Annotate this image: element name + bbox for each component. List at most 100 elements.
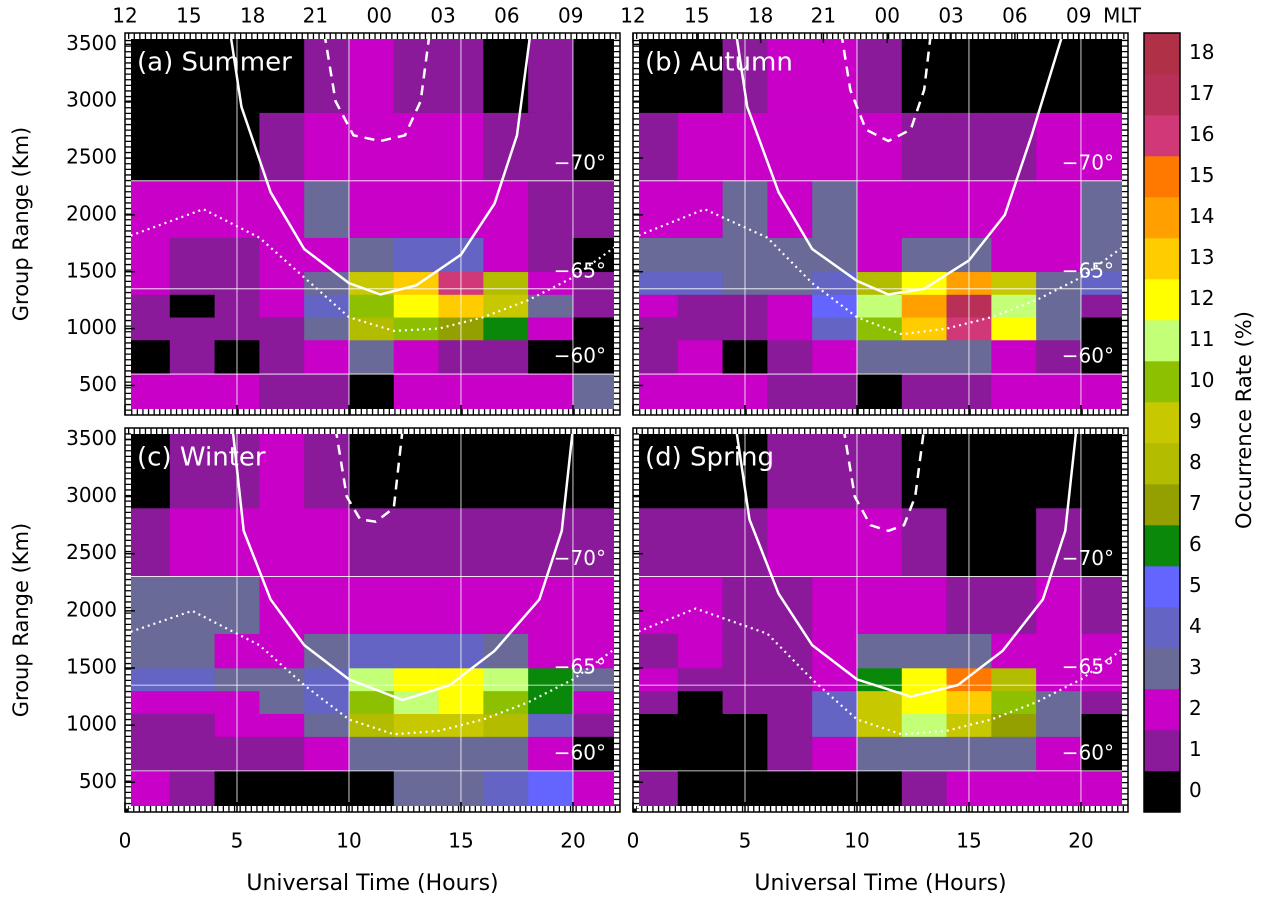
- heat-cell: [259, 770, 305, 812]
- heat-cell: [483, 271, 529, 295]
- colorbar-frame: [1143, 32, 1181, 813]
- heat-cell: [393, 112, 439, 182]
- heat-cell: [259, 713, 305, 737]
- colorbar-cell: [1144, 689, 1180, 731]
- heat-cell: [259, 317, 305, 341]
- heat-cell: [169, 668, 215, 692]
- colorbar-cell: [1144, 115, 1180, 157]
- heat-cell: [572, 770, 620, 812]
- heat-cell: [528, 33, 574, 113]
- x-tick-label: 5: [231, 829, 244, 853]
- x-tick-label: 20: [1068, 829, 1093, 853]
- heat-cell: [393, 668, 439, 692]
- x2-tick-label: 15: [176, 4, 201, 28]
- heat-cell: [348, 339, 395, 375]
- colorbar-cell: [1144, 197, 1180, 239]
- heat-cell: [633, 736, 679, 772]
- frame: [124, 32, 621, 416]
- heat-cell: [856, 428, 903, 509]
- heat-cell: [125, 112, 171, 182]
- y-tick-label: 3500: [66, 426, 117, 450]
- heat-cell: [677, 180, 723, 238]
- heat-cell: [169, 633, 215, 669]
- heat-cell: [633, 428, 679, 509]
- colorbar-label: 2: [1189, 696, 1202, 720]
- heat-cell: [304, 374, 350, 415]
- heat-cell: [483, 690, 529, 715]
- heat-cell: [125, 271, 171, 295]
- heat-cell: [572, 317, 620, 341]
- heat-cell: [259, 339, 305, 375]
- heat-cell: [125, 713, 171, 737]
- heat-cell: [125, 237, 171, 273]
- heat-cell: [1080, 576, 1128, 635]
- heat-cell: [633, 668, 679, 692]
- heat-cell: [393, 428, 439, 509]
- panel-title: (a) Summer: [137, 48, 292, 78]
- heat-cell: [901, 428, 947, 509]
- heat-cell: [348, 294, 395, 318]
- heat-cell: [991, 770, 1037, 812]
- heat-cell: [856, 736, 903, 772]
- heat-cell: [812, 508, 858, 577]
- heat-cell: [259, 690, 305, 715]
- colorbar-cell: [1144, 525, 1180, 567]
- y-axis-label: Group Range (Km): [9, 127, 33, 321]
- y-tick-label: 1000: [66, 712, 117, 736]
- heat-cell: [528, 294, 574, 318]
- heat-cell: [528, 374, 574, 415]
- heat-cell: [991, 508, 1037, 577]
- heat-cell: [991, 33, 1037, 113]
- heat-cell: [483, 294, 529, 318]
- heat-cell: [991, 668, 1037, 692]
- heat-cell: [259, 33, 305, 113]
- heat-cell: [304, 294, 350, 318]
- heat-cell: [1036, 374, 1082, 415]
- frame-minor: [125, 33, 620, 415]
- colorbar-label: 5: [1189, 573, 1202, 597]
- heat-cell: [991, 339, 1037, 375]
- heat-cell: [483, 317, 529, 341]
- heat-cell: [812, 576, 858, 635]
- heat-cell: [259, 508, 305, 577]
- heat-cell: [528, 633, 574, 669]
- colorbar-cell: [1144, 279, 1180, 321]
- latitude-label: −60°: [1062, 344, 1114, 368]
- contour-line: [125, 208, 620, 332]
- heat-cell: [169, 317, 215, 341]
- heat-cell: [856, 317, 903, 341]
- heat-cell: [856, 633, 903, 669]
- heat-cell: [767, 339, 813, 375]
- heat-cell: [677, 633, 723, 669]
- heat-cell: [259, 668, 305, 692]
- heat-cell: [677, 736, 723, 772]
- colorbar-label: 11: [1189, 327, 1214, 351]
- heat-cell: [393, 770, 439, 812]
- heat-cell: [393, 180, 439, 238]
- colorbar-cell: [1144, 771, 1180, 813]
- heat-cell: [483, 713, 529, 737]
- panel: −70° −65° −60° (a) Summer: [125, 33, 620, 415]
- x-tick-label: 10: [336, 829, 361, 853]
- panel: −70° −65° −60° (c) Winter: [125, 428, 620, 812]
- heat-cell: [1080, 33, 1128, 113]
- heat-cell: [304, 576, 350, 635]
- heat-cell: [1036, 112, 1082, 182]
- heat-cell: [677, 112, 723, 182]
- colorbar-cell: [1144, 74, 1180, 116]
- heat-cell: [767, 633, 813, 669]
- latitude-label: −60°: [1062, 740, 1114, 764]
- heat-cell: [856, 576, 903, 635]
- heat-cell: [125, 668, 171, 692]
- heat-cell: [169, 112, 215, 182]
- contour-line: [734, 33, 1065, 296]
- heat-cell: [572, 237, 620, 273]
- panel-title: (d) Spring: [645, 443, 774, 473]
- heat-cell: [812, 317, 858, 341]
- heat-cell: [1080, 770, 1128, 812]
- frame-minor: [633, 428, 1128, 812]
- colorbar-label: 10: [1189, 368, 1214, 392]
- x2-tick-label: 03: [430, 4, 455, 28]
- heat-cell: [633, 237, 679, 273]
